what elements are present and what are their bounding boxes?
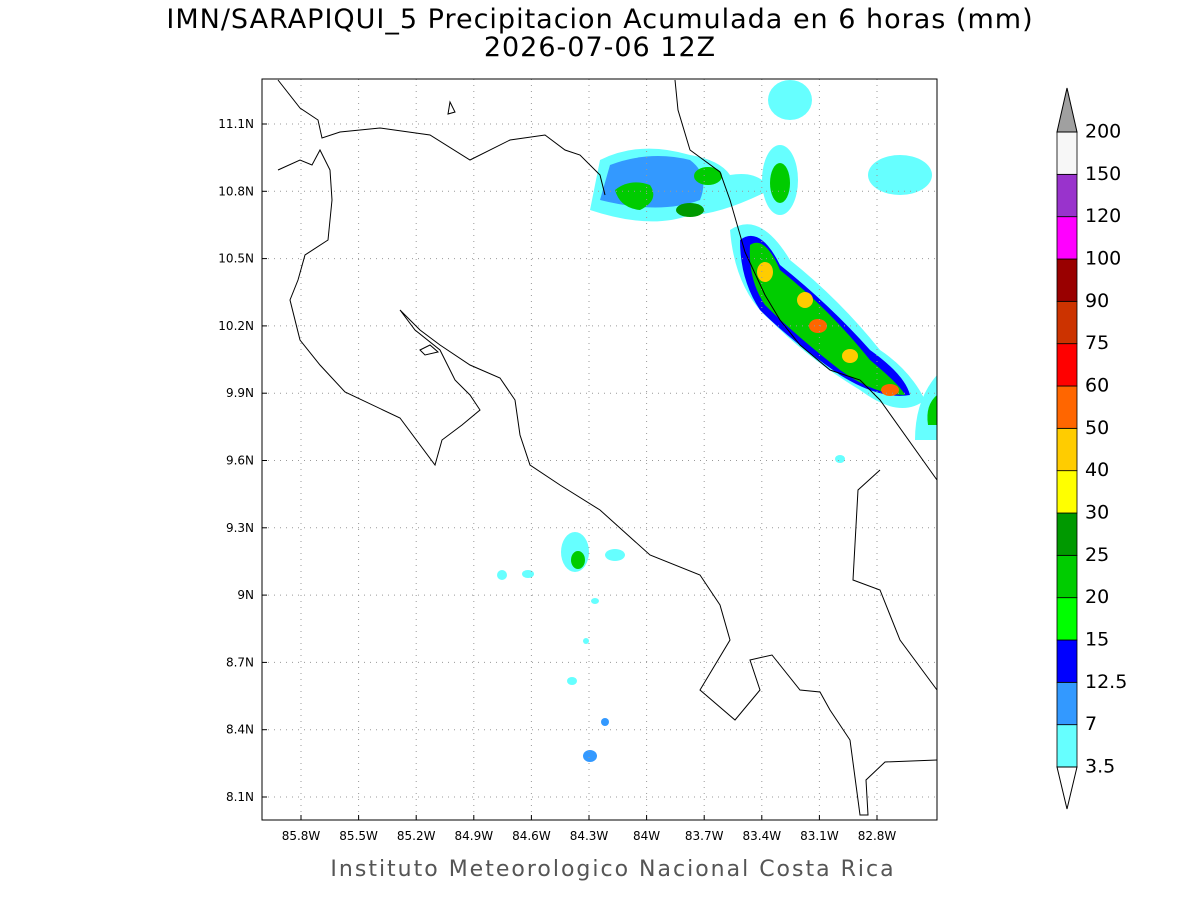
lat-label: 9.3N [226, 521, 254, 535]
colorbar-label: 7 [1085, 713, 1097, 735]
colorbar-over [1056, 87, 1078, 133]
coastlines [277, 79, 938, 816]
lon-label: 84W [633, 829, 660, 843]
lon-label: 84.3W [570, 829, 609, 843]
lat-label: 8.1N [226, 790, 254, 804]
colorbar-label: 25 [1085, 544, 1109, 566]
colorbar-label: 200 [1085, 121, 1121, 143]
lat-label: 9N [237, 588, 254, 602]
lat-label: 8.4N [226, 723, 254, 737]
colorbar-label: 90 [1085, 290, 1109, 312]
colorbar-swatch [1056, 427, 1078, 472]
colorbar-label: 20 [1085, 586, 1109, 608]
colorbar-swatch [1056, 681, 1078, 726]
lat-label: 10.2N [218, 319, 254, 333]
colorbar-swatch [1056, 216, 1078, 260]
lon-label: 85.5W [339, 829, 378, 843]
colorbar-label: 75 [1085, 332, 1109, 354]
colorbar-swatch [1056, 597, 1078, 641]
colorbar-swatch [1056, 258, 1078, 302]
lon-label: 83.7W [685, 829, 724, 843]
colorbar-swatch [1056, 173, 1078, 218]
lon-label: 84.6W [512, 829, 551, 843]
colorbar-swatch [1056, 512, 1078, 556]
map-frame [261, 78, 938, 821]
title: IMN/SARAPIQUI_5 Precipitacion Acumulada … [166, 4, 1033, 35]
colorbar-swatch [1056, 639, 1078, 683]
lon-label: 85.8W [282, 829, 321, 843]
lon-label: 83.1W [800, 829, 839, 843]
lat-label: 9.6N [226, 454, 254, 468]
colorbar-swatch [1056, 724, 1078, 768]
colorbar-label: 3.5 [1085, 756, 1115, 778]
lat-label: 9.9N [226, 386, 254, 400]
graticule [262, 79, 937, 820]
subtitle: 2026-07-06 12Z [484, 32, 716, 63]
colorbar-label: 100 [1085, 248, 1121, 270]
colorbar-swatch [1056, 554, 1078, 599]
lat-label: 11.1N [218, 117, 254, 131]
lon-label: 82.8W [858, 829, 897, 843]
colorbar-label: 12.5 [1085, 671, 1127, 693]
colorbar-label: 15 [1085, 629, 1109, 651]
colorbar: 3.5 7 12.5 15 20 25 30 40 50 60 75 90 100 120 150 200 [1056, 87, 1127, 810]
colorbar-swatch [1056, 300, 1078, 345]
footer: Instituto Meteorologico Nacional Costa R… [330, 857, 895, 882]
colorbar-label: 150 [1085, 163, 1121, 185]
colorbar-swatch [1056, 470, 1078, 514]
colorbar-swatch [1056, 343, 1078, 387]
colorbar-label: 30 [1085, 502, 1109, 524]
lat-label: 10.8N [218, 184, 254, 198]
colorbar-label: 40 [1085, 459, 1109, 481]
colorbar-swatch [1056, 131, 1078, 175]
lon-label: 85.2W [397, 829, 436, 843]
colorbar-label: 50 [1085, 417, 1109, 439]
lat-label: 10.5N [218, 252, 254, 266]
lat-label: 8.7N [226, 655, 254, 669]
precip-fields [497, 80, 937, 762]
colorbar-label: 60 [1085, 375, 1109, 397]
colorbar-under [1056, 766, 1078, 810]
colorbar-swatch [1056, 385, 1078, 429]
colorbar-label: 120 [1085, 205, 1121, 227]
lon-label: 83.4W [743, 829, 782, 843]
lon-label: 84.9W [455, 829, 494, 843]
